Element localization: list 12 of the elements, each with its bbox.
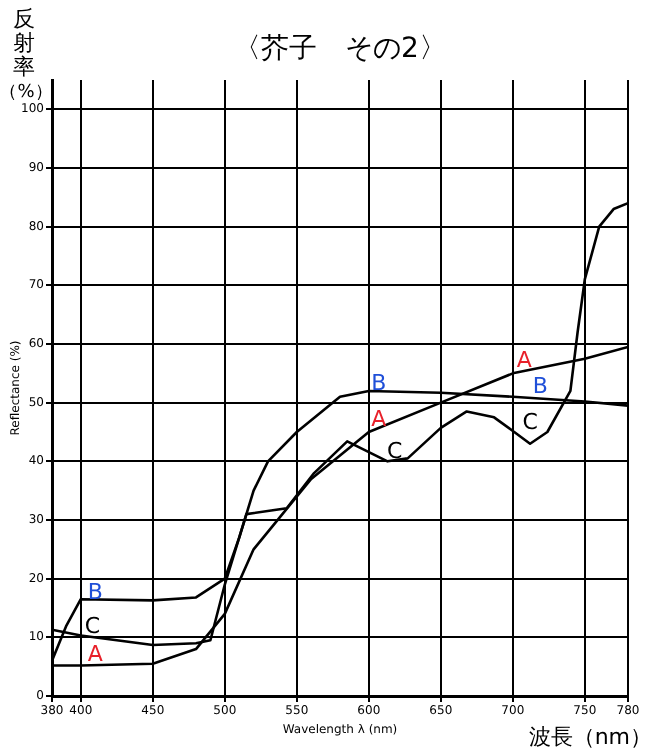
chart-title: 〈芥子 その2〉 [233, 33, 447, 66]
annotation: A [516, 347, 533, 374]
annotation: C [387, 437, 404, 464]
annotation: C [84, 613, 101, 640]
y-axis-title: 反射率（%） [0, 5, 53, 103]
annotation: A [371, 405, 388, 432]
annotation: B [532, 373, 548, 400]
annotation: B [87, 579, 103, 606]
annotation: B [371, 369, 387, 396]
annotation: C [522, 409, 539, 436]
x-axis-title: 波長（nm） [528, 723, 652, 750]
annotation: A [87, 640, 104, 667]
